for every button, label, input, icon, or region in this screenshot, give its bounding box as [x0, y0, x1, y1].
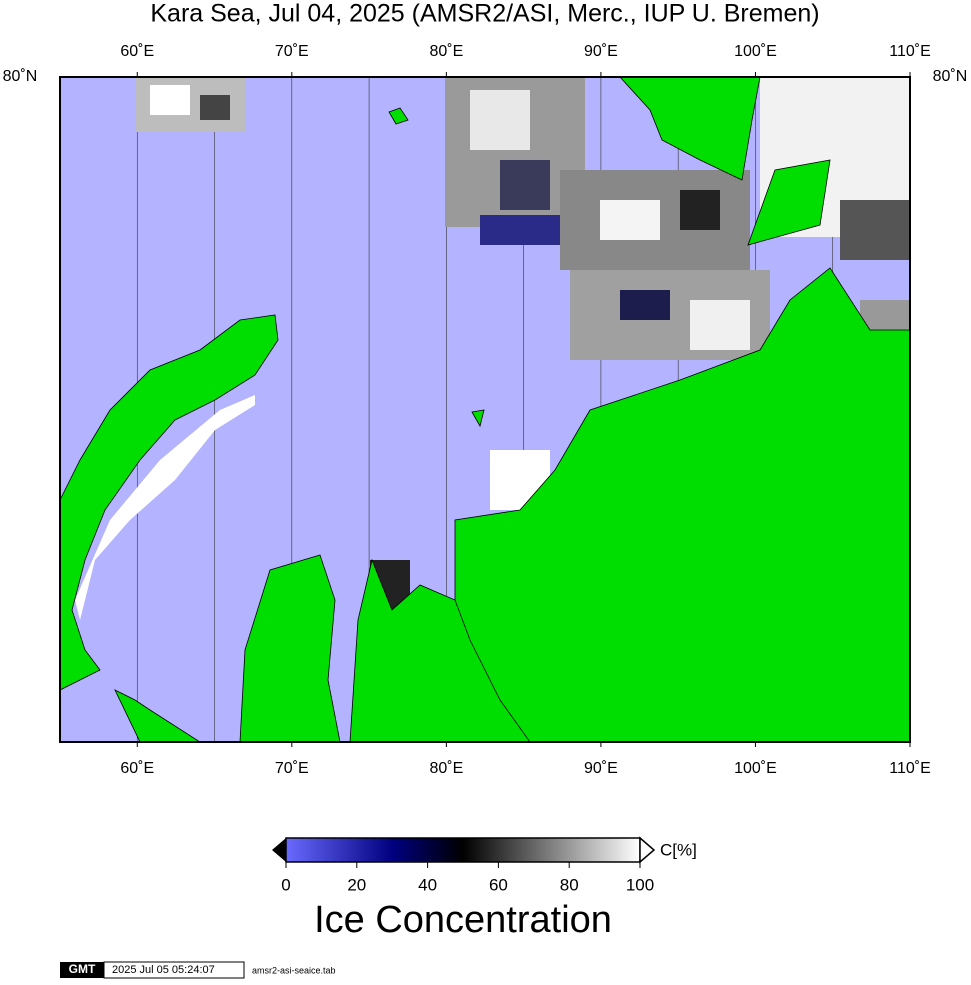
gmt-logo-text: GMT: [69, 962, 96, 976]
title: Kara Sea, Jul 04, 2025 (AMSR2/ASI, Merc.…: [150, 0, 819, 28]
timestamp-box: [103, 961, 245, 979]
lon-label-bottom: 80˚E: [429, 760, 463, 777]
footer: GMT 2025 Jul 05 05:24:07 amsr2-asi-seaic…: [60, 961, 336, 979]
colorbar-high-end: [639, 836, 656, 864]
lon-label-bottom: 70˚E: [275, 760, 309, 777]
colorbar-label: Ice Concentration: [314, 899, 612, 941]
lon-label-top: 70˚E: [275, 43, 309, 60]
map-frame: [59, 76, 911, 743]
timestamp: 2025 Jul 05 05:24:07: [112, 964, 215, 976]
file-name: amsr2-asi-seaice.tab: [252, 965, 336, 975]
lon-label-top: 90˚E: [584, 43, 618, 60]
colorbar-low-end: [272, 838, 286, 862]
lon-label-bottom: 60˚E: [120, 760, 154, 777]
colorbar-tick-label: 40: [418, 875, 437, 894]
lon-label-bottom: 100˚E: [734, 760, 777, 777]
sea-ice: [75, 77, 910, 630]
lon-label-top: 110˚E: [889, 43, 931, 60]
colorbar-ramp: [285, 837, 641, 863]
lon-label-top: 100˚E: [734, 43, 777, 60]
land: [60, 77, 910, 742]
lon-label-bottom: 90˚E: [584, 760, 618, 777]
colorbar-tick-label: 0: [281, 875, 290, 894]
map-area: [60, 77, 910, 742]
colorbar: C[%] Ice Concentration 0 20 40 60 80 100: [272, 836, 697, 941]
lon-label-top: 80˚E: [429, 43, 463, 60]
lon-label-top: 60˚E: [120, 43, 154, 60]
colorbar-tick-label: 20: [347, 875, 366, 894]
colorbar-unit: C[%]: [660, 840, 697, 859]
colorbar-tick-label: 80: [560, 875, 579, 894]
lon-label-bottom: 110˚E: [889, 760, 931, 777]
lat-label-left: 80˚N: [3, 68, 38, 85]
lat-label-right: 80˚N: [933, 68, 968, 85]
colorbar-tick-label: 60: [489, 875, 508, 894]
colorbar-tick-label: 100: [626, 875, 654, 894]
gmt-logo: [60, 962, 104, 978]
